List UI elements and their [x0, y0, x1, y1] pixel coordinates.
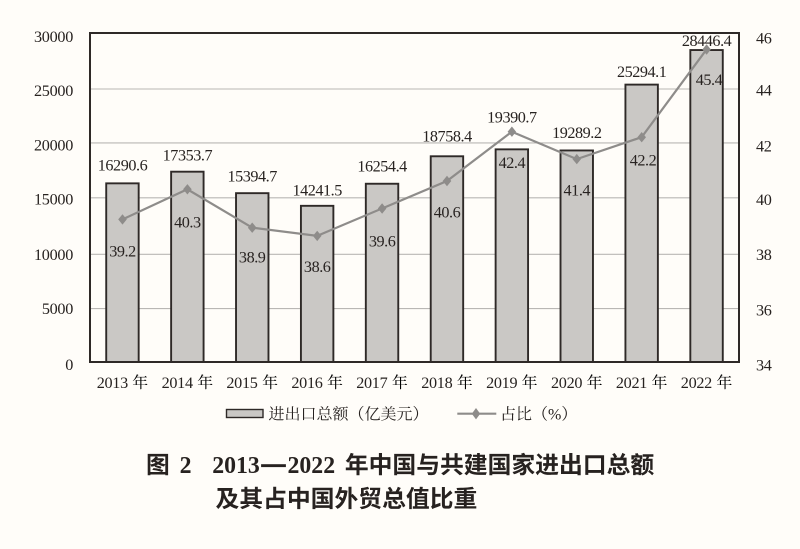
svg-text:2020: 2020 [551, 374, 582, 392]
svg-text:34: 34 [756, 356, 772, 374]
svg-text:2014: 2014 [162, 374, 193, 392]
svg-text:40: 40 [756, 191, 772, 209]
svg-text:%: % [548, 407, 561, 424]
svg-text:30000: 30000 [34, 28, 73, 46]
svg-text:41.4: 41.4 [564, 182, 591, 200]
svg-text:5000: 5000 [42, 300, 73, 318]
svg-text:28446.4: 28446.4 [682, 32, 732, 50]
svg-text:2: 2 [180, 453, 192, 479]
svg-text:15394.7: 15394.7 [227, 167, 277, 185]
svg-text:36: 36 [756, 302, 772, 320]
svg-text:46: 46 [756, 30, 772, 48]
svg-text:25294.1: 25294.1 [617, 63, 667, 81]
svg-text:2017: 2017 [356, 374, 387, 392]
svg-text:2022: 2022 [288, 453, 336, 479]
svg-text:38.9: 38.9 [239, 249, 266, 267]
svg-text:2015: 2015 [226, 374, 257, 392]
svg-text:2018: 2018 [421, 374, 452, 392]
svg-text:2021: 2021 [616, 374, 647, 392]
svg-text:16290.6: 16290.6 [98, 157, 148, 175]
svg-text:38: 38 [756, 246, 772, 264]
svg-text:25000: 25000 [34, 82, 73, 100]
svg-text:2019: 2019 [486, 374, 517, 392]
svg-text:42.2: 42.2 [630, 152, 657, 170]
svg-text:2013: 2013 [212, 453, 260, 479]
svg-text:40.3: 40.3 [174, 213, 201, 231]
svg-text:15000: 15000 [34, 191, 73, 209]
svg-text:19390.7: 19390.7 [487, 109, 537, 127]
svg-text:10000: 10000 [34, 246, 73, 264]
svg-text:42.4: 42.4 [499, 154, 526, 172]
svg-text:38.6: 38.6 [304, 258, 331, 276]
svg-text:2016: 2016 [291, 374, 322, 392]
svg-text:20000: 20000 [34, 136, 73, 154]
svg-text:14241.5: 14241.5 [292, 181, 342, 199]
svg-text:39.2: 39.2 [109, 242, 136, 260]
svg-text:18758.4: 18758.4 [422, 128, 472, 146]
svg-text:45.4: 45.4 [696, 71, 723, 89]
svg-text:16254.4: 16254.4 [357, 158, 407, 176]
svg-text:19289.2: 19289.2 [552, 124, 602, 142]
svg-text:40.6: 40.6 [434, 204, 461, 222]
svg-text:2022: 2022 [681, 374, 712, 392]
svg-text:39.6: 39.6 [369, 233, 396, 251]
svg-text:0: 0 [65, 356, 73, 374]
svg-text:2013: 2013 [97, 374, 128, 392]
svg-text:42: 42 [756, 138, 772, 156]
svg-text:17353.7: 17353.7 [163, 147, 213, 165]
svg-text:44: 44 [756, 82, 772, 100]
